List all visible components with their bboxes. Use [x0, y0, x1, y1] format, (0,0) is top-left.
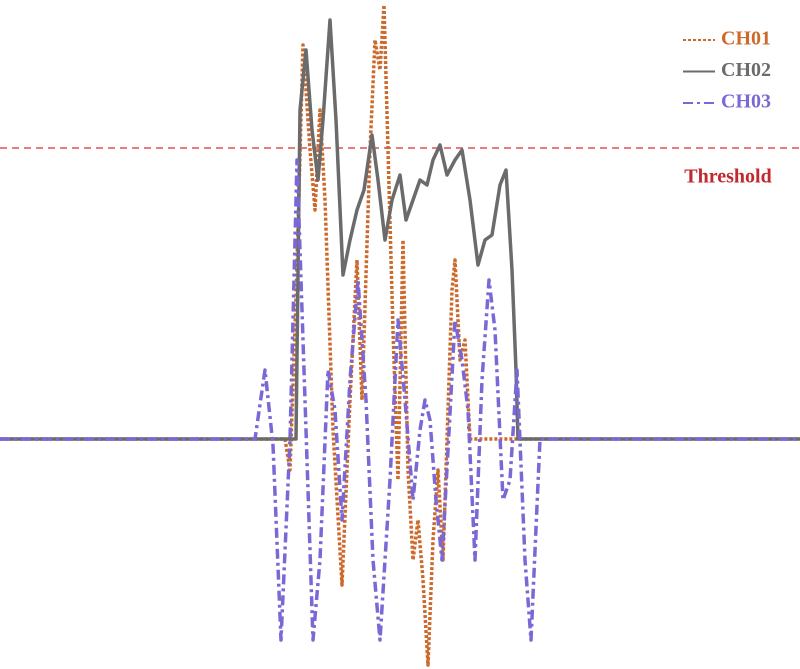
series-line [0, 3, 800, 667]
threshold-label: Threshold [684, 166, 771, 188]
series-line [0, 18, 800, 441]
legend-label: CH01 [721, 28, 771, 50]
legend-label: CH03 [721, 91, 771, 113]
legend-label: CH02 [721, 59, 771, 81]
series-line [0, 158, 800, 642]
